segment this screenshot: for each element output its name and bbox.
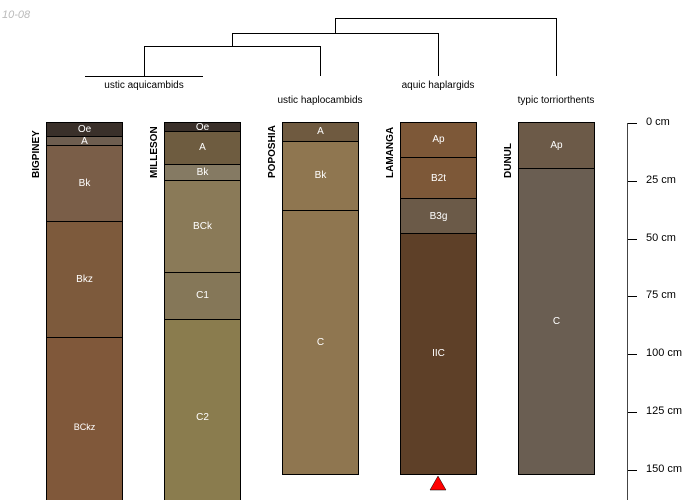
horizon: Bk	[282, 140, 359, 211]
profile-name: DUNUL	[503, 143, 514, 178]
horizon-label: C	[316, 336, 325, 348]
horizon-label: C1	[196, 290, 209, 302]
horizon: Bk	[46, 145, 123, 223]
horizon: BCkz	[46, 337, 123, 500]
profile-name: POPOSHIA	[267, 125, 278, 178]
horizon: C	[518, 168, 595, 475]
taxon-label: ustic haplocambids	[277, 95, 363, 106]
horizon-label: Bk	[314, 170, 327, 182]
horizon-label: Bk	[196, 166, 209, 178]
depth-tick-label: 125 cm	[646, 405, 683, 418]
profile-name: LAMANGA	[385, 126, 396, 178]
horizon: B2t	[400, 156, 477, 200]
depth-tick-label: 75 cm	[646, 289, 676, 302]
depth-tick	[628, 123, 637, 124]
horizon-label: C	[552, 315, 561, 327]
depth-tick	[628, 296, 637, 298]
taxon-label: typic torriorthents	[517, 95, 595, 106]
profile-name: MILLESON	[149, 126, 160, 178]
horizon: Bkz	[46, 221, 123, 339]
horizon-label: A	[81, 135, 88, 147]
horizon-label: A	[199, 142, 206, 154]
depth-tick	[628, 469, 637, 471]
dendrogram-branch-root	[335, 18, 557, 76]
horizon-label: Oe	[195, 121, 210, 133]
horizon-label: C2	[196, 411, 209, 423]
horizon: C1	[164, 272, 241, 320]
horizon: A	[282, 122, 359, 142]
depth-tick	[628, 412, 637, 414]
depth-tick-label: 0 cm	[646, 116, 670, 128]
profile-name: BIGPINEY	[31, 130, 42, 178]
horizon-label: B2t	[430, 172, 446, 184]
horizon-label: Ap	[432, 134, 445, 146]
depth-tick-label: 25 cm	[646, 173, 676, 186]
horizon-label: IIC	[432, 348, 445, 360]
figure-stamp: 10-08	[2, 9, 31, 21]
horizon: A	[164, 131, 241, 165]
horizon-label: B3g	[429, 210, 448, 222]
depth-tick-label: 50 cm	[646, 231, 676, 244]
horizon: Bk	[164, 163, 241, 181]
horizon: C2	[164, 318, 241, 500]
horizon-label: BCk	[193, 221, 212, 233]
depth-tick	[628, 354, 637, 356]
taxon-label: aquic haplargids	[401, 80, 475, 91]
depth-tick	[628, 180, 637, 182]
taxon-label: ustic aquicambids	[104, 80, 184, 91]
depth-tick-label: 100 cm	[646, 347, 683, 360]
horizon-label: Oe	[77, 123, 92, 135]
horizon: C	[282, 209, 359, 475]
dendrogram-branch-left	[144, 46, 321, 76]
horizon: B3g	[400, 198, 477, 235]
dendrogram-branch-mid	[232, 33, 439, 76]
horizon-label: BCkz	[73, 421, 96, 432]
horizon: BCk	[164, 179, 241, 274]
horizon-label: Bk	[78, 178, 91, 190]
warning-triangle-icon	[429, 475, 447, 491]
depth-tick	[628, 238, 637, 240]
horizon: IIC	[400, 233, 477, 475]
horizon: Ap	[518, 122, 595, 170]
horizon-label: Ap	[550, 140, 563, 152]
horizon-label: A	[317, 126, 324, 138]
depth-tick-label: 150 cm	[646, 462, 683, 475]
horizon-label: Bkz	[76, 274, 93, 286]
depth-axis-line	[627, 123, 628, 500]
horizon: Ap	[400, 122, 477, 158]
